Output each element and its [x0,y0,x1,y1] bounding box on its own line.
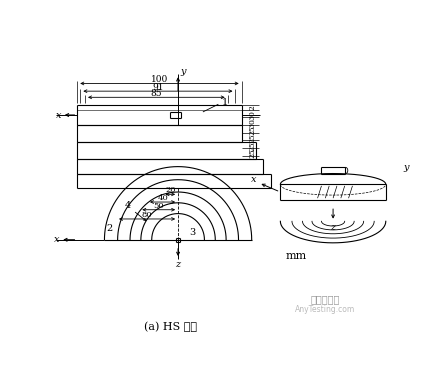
Text: 2: 2 [248,105,256,110]
Text: 20: 20 [165,186,176,194]
Text: 50: 50 [154,202,164,210]
Text: 2: 2 [107,224,113,234]
Text: 嘉峨检测网: 嘉峨检测网 [311,294,340,304]
Text: x: x [251,175,257,184]
Text: x: x [56,110,61,120]
Text: AnyTesting.com: AnyTesting.com [295,305,356,314]
Text: z: z [175,260,181,269]
Text: y: y [403,163,409,172]
Text: z: z [331,223,336,232]
Text: 4: 4 [125,202,131,210]
Text: 1: 1 [222,98,228,107]
Text: y: y [180,67,186,76]
Text: 80: 80 [142,211,152,219]
Text: 25: 25 [248,141,256,151]
Text: 100: 100 [151,75,168,84]
Text: mm: mm [285,251,307,261]
Text: 91: 91 [152,83,164,92]
Text: 40: 40 [157,194,168,202]
Text: 3: 3 [189,227,195,237]
Text: x: x [54,235,60,244]
Text: (a) HS 试块: (a) HS 试块 [144,322,197,332]
Text: 25: 25 [248,133,256,143]
Text: 25: 25 [248,126,256,135]
Text: 30: 30 [248,110,256,120]
Text: 85: 85 [150,89,162,98]
Text: 30: 30 [248,118,256,128]
Text: 25: 25 [248,149,256,158]
